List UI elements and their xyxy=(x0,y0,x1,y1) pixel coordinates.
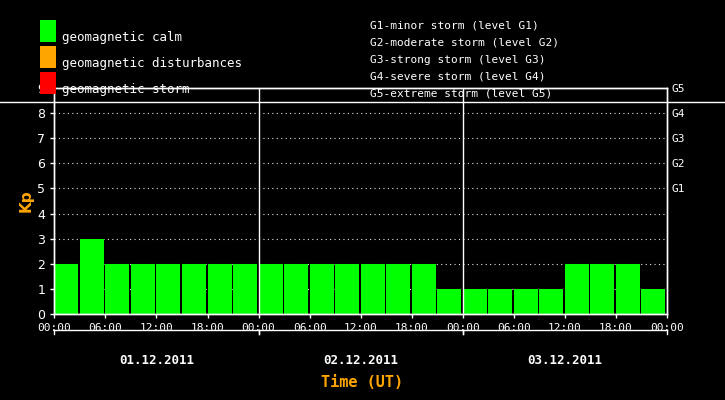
Bar xyxy=(360,264,385,314)
Text: G1-minor storm (level G1): G1-minor storm (level G1) xyxy=(370,21,539,31)
Text: 03.12.2011: 03.12.2011 xyxy=(527,354,602,367)
Bar xyxy=(259,264,283,314)
Text: G3-strong storm (level G3): G3-strong storm (level G3) xyxy=(370,55,545,65)
Text: Time (UT): Time (UT) xyxy=(321,375,404,390)
Bar xyxy=(539,289,563,314)
Bar xyxy=(310,264,334,314)
Bar xyxy=(463,289,486,314)
Bar xyxy=(565,264,589,314)
Bar xyxy=(131,264,155,314)
Bar xyxy=(437,289,461,314)
Text: geomagnetic storm: geomagnetic storm xyxy=(62,84,189,96)
Y-axis label: Kp: Kp xyxy=(18,190,33,212)
Text: G4-severe storm (level G4): G4-severe storm (level G4) xyxy=(370,71,545,81)
Bar xyxy=(590,264,614,314)
Text: G2-moderate storm (level G2): G2-moderate storm (level G2) xyxy=(370,38,559,48)
Bar xyxy=(54,264,78,314)
Bar xyxy=(157,264,181,314)
Text: geomagnetic calm: geomagnetic calm xyxy=(62,32,182,44)
Bar xyxy=(412,264,436,314)
Bar xyxy=(514,289,538,314)
Bar xyxy=(667,264,691,314)
Bar xyxy=(80,239,104,314)
Bar xyxy=(335,264,359,314)
Bar xyxy=(489,289,513,314)
Text: 02.12.2011: 02.12.2011 xyxy=(323,354,398,367)
Bar xyxy=(182,264,206,314)
Bar xyxy=(105,264,130,314)
Bar xyxy=(233,264,257,314)
Text: G5-extreme storm (level G5): G5-extreme storm (level G5) xyxy=(370,88,552,98)
Text: geomagnetic disturbances: geomagnetic disturbances xyxy=(62,58,241,70)
Bar xyxy=(616,264,640,314)
Text: 01.12.2011: 01.12.2011 xyxy=(119,354,194,367)
Bar xyxy=(207,264,231,314)
Bar xyxy=(386,264,410,314)
Bar xyxy=(642,289,666,314)
Bar xyxy=(284,264,308,314)
